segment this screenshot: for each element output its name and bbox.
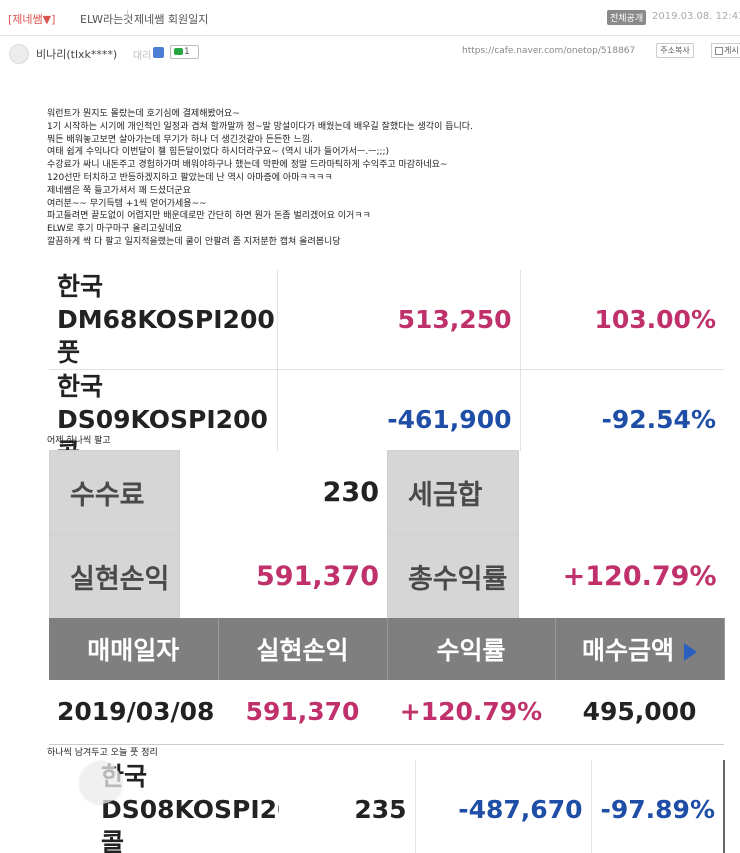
post-title: ELW라는것 xyxy=(80,13,134,26)
board-link[interactable]: 제네쌤 회원일지 xyxy=(134,13,209,26)
remaining-holding-screenshot: 한국DS08KOSPI200콜 235 -487,670 -97.89% xyxy=(49,760,725,853)
post-body: 워런트가 뭔지도 몰랐는데 호기심에 결제해봤어요~ 1기 시작하는 시기에 개… xyxy=(47,108,473,249)
avatar[interactable] xyxy=(9,44,29,64)
fee-value: 230 xyxy=(179,450,388,535)
pnl-value: 513,250 xyxy=(276,270,520,370)
post-line: 여러분~~ 무기득템 +1씩 얻어가세용~~ xyxy=(47,198,207,209)
trade-pnl: 591,370 xyxy=(218,680,387,745)
table-row: 실현손익 591,370 총수익률 +120.79% xyxy=(49,534,725,619)
author-row: 비나리(tlxk****) 대리 1 https://cafe.naver.co… xyxy=(0,37,740,67)
total-return-label: 총수익률 xyxy=(387,534,519,619)
caption-note: 하나씩 남겨두고 오늘 풋 정리 xyxy=(47,748,158,758)
total-return-value: +120.79% xyxy=(518,534,725,619)
post-date: 2019.03.08. 12:43 xyxy=(652,11,740,22)
return-rate: -97.89% xyxy=(590,760,725,853)
post-line: 120선만 터치하고 반등하겠지하고 팔았는데 난 역시 아마증에 아마ㅋㅋㅋㅋ xyxy=(47,172,333,183)
quantity: 235 xyxy=(354,795,407,824)
post-line: 파고들려면 끝도없이 어렵지만 배운데로만 간단히 하면 뭔가 돈좀 벌리겠어요… xyxy=(47,211,371,222)
comment-count-button[interactable]: 1 xyxy=(170,45,199,59)
table-row: 한국DS08KOSPI200콜 235 -487,670 -97.89% xyxy=(49,760,725,853)
pnl-value: -487,670 xyxy=(414,760,591,853)
level-icon xyxy=(153,47,164,58)
caption-note: 어제 하나씩 팔고 xyxy=(47,436,111,446)
post-line: 워런트가 뭔지도 몰랐는데 호기심에 결제해봤어요~ xyxy=(47,109,240,119)
column-header: 매수금액 xyxy=(555,618,725,680)
divider xyxy=(127,10,128,23)
post-line: 뭐든 배워놓고보면 살아가는데 무기가 하나 더 생긴것같아 든든한 느낌. xyxy=(47,134,313,145)
table-row: 한국DM68KOSPI200풋 513,250 103.00% xyxy=(49,270,724,370)
buy-amount: 495,000 xyxy=(555,680,724,745)
trade-date: 2019/03/08 xyxy=(49,680,218,745)
column-header: 수익률 xyxy=(387,618,556,680)
trade-screenshot: 매매일자 실현손익 수익률 매수금액 2019/03/08 591,370 +1… xyxy=(49,618,725,745)
post-header: [제네쌤▼] ELW라는것 제네쌤 회원일지 전체공개 2019.03.08. … xyxy=(0,0,740,36)
post-line: 여태 쉽게 수익나다 이번달이 젤 힘든달이었다 하시더라구요~ (역시 내가 … xyxy=(47,147,390,158)
copy-url-button[interactable]: 주소복사 xyxy=(656,43,694,58)
table-header-row: 매매일자 실현손익 수익률 매수금액 xyxy=(49,618,725,680)
column-header-label: 매수금액 xyxy=(581,636,674,665)
post-line: 제네쌤은 쭉 들고가셔서 꽤 드셨더군요 xyxy=(47,185,191,196)
table-row: 2019/03/08 591,370 +120.79% 495,000 xyxy=(49,680,724,745)
scroll-right-arrow-icon[interactable] xyxy=(684,643,697,661)
table-row: 수수료 230 세금합 xyxy=(49,450,725,535)
member-level: 대리 xyxy=(133,51,152,62)
return-rate: 103.00% xyxy=(519,270,724,370)
trade-return: +120.79% xyxy=(387,680,555,745)
comment-icon xyxy=(174,48,183,55)
post-line: ELW로 후기 마구마구 올리고싶네요 xyxy=(47,224,182,235)
author-name[interactable]: 비나리(tlxk****) xyxy=(36,48,118,61)
post-line: 수강료가 싸니 내돈주고 경험하가며 배워야하구나 했는데 막판에 정말 드라마… xyxy=(47,160,448,171)
instrument-name: 한국DM68KOSPI200풋 xyxy=(49,270,277,370)
post-line: 깔끔하게 싹 다 팔고 일지적을랬는데 쿨이 안팔려 좀 지저분한 캡쳐 올려봅… xyxy=(47,236,341,247)
fee-label: 수수료 xyxy=(49,450,180,535)
post-line: 1기 시작하는 시기에 개인적인 일정과 겹쳐 할까말까 정~말 망설이다가 배… xyxy=(47,121,473,132)
holdings-screenshot: 한국DM68KOSPI200풋 513,250 103.00% 한국DS09KO… xyxy=(49,270,724,470)
summary-screenshot: 수수료 230 세금합 실현손익 591,370 총수익률 +120.79% xyxy=(49,450,725,619)
tax-label: 세금합 xyxy=(387,450,519,535)
touch-indicator xyxy=(80,762,122,804)
column-header: 실현손익 xyxy=(218,618,388,680)
comment-count: 1 xyxy=(184,47,190,57)
tax-value xyxy=(518,450,725,535)
column-header: 매매일자 xyxy=(49,618,219,680)
post-action-button[interactable]: 게시 xyxy=(711,43,740,58)
post-url: https://cafe.naver.com/onetop/518867 xyxy=(462,46,636,56)
category-dropdown[interactable]: [제네쌤▼] xyxy=(8,13,56,26)
realized-pnl-value: 591,370 xyxy=(179,534,388,619)
visibility-badge: 전체공개 xyxy=(607,10,647,25)
realized-pnl-label: 실현손익 xyxy=(49,534,180,619)
